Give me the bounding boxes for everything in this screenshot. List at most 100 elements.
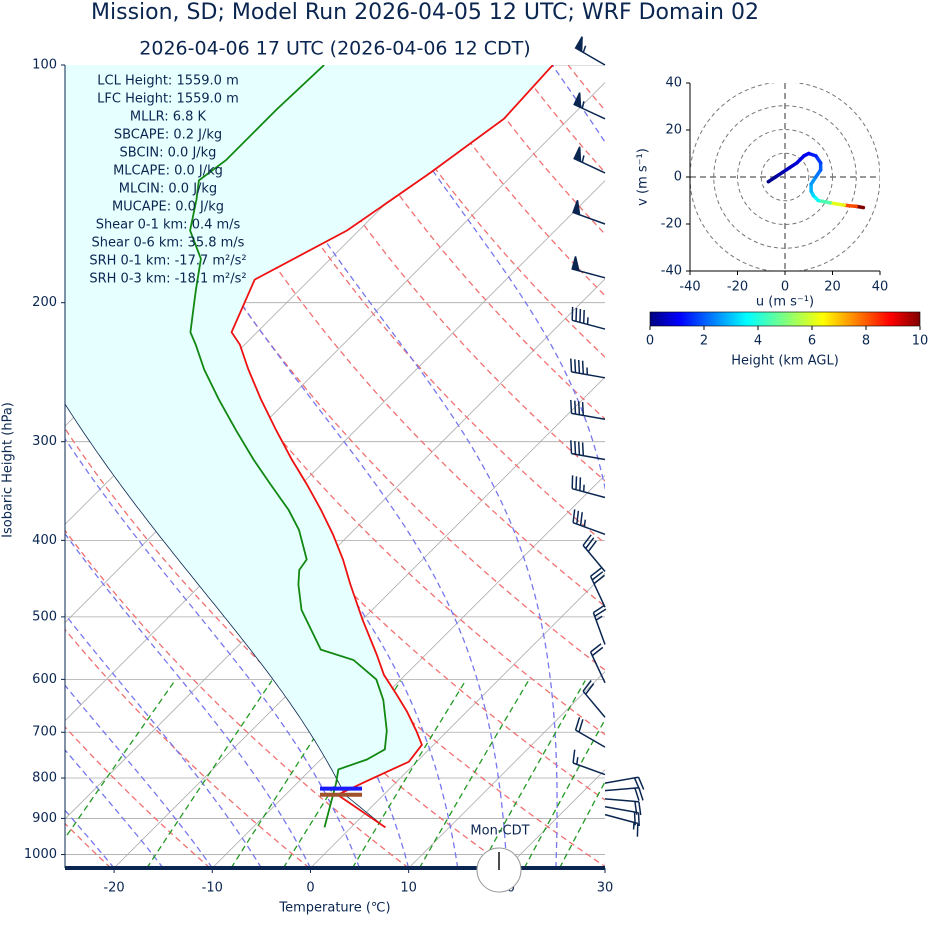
y-tick-label: 400 [32, 533, 57, 548]
hodo-point [809, 182, 813, 186]
wind-barb [570, 440, 606, 461]
wind-barb [574, 717, 606, 748]
hodo-ring [713, 105, 857, 249]
hodo-segment [828, 201, 847, 207]
wind-barb [572, 199, 606, 225]
wind-barb [592, 604, 607, 645]
mixing-ratio-line [146, 680, 273, 868]
dry-adiabat [262, 65, 605, 482]
cape-cin-shading [65, 65, 553, 828]
x-axis-label: Temperature (℃) [278, 901, 390, 916]
hodo-x-tick-label: 40 [872, 280, 889, 295]
wind-barb [570, 358, 606, 379]
dewpoint-line [189, 65, 388, 828]
colorbar-tick-label: 10 [912, 334, 928, 349]
x-tick-label: 10 [400, 881, 417, 896]
dry-adiabat [65, 427, 509, 868]
hodo-x-tick-label: 20 [824, 280, 841, 295]
moist-adiabat [703, 65, 808, 868]
x-tick-label: -20 [103, 881, 124, 896]
hodo-segment [842, 203, 858, 209]
colorbar-tick-label: 0 [646, 334, 654, 349]
temperature-line [230, 65, 554, 829]
clock-label: Mon-CDT [470, 824, 529, 839]
hodo-point [809, 189, 813, 193]
mixing-ratio-line [351, 680, 467, 868]
hodo-point [861, 205, 865, 210]
hodo-point [819, 168, 823, 172]
hodo-y-tick-label: 20 [665, 123, 682, 138]
hodo-x-tick-label: -40 [679, 280, 700, 295]
wind-barb [571, 475, 606, 499]
clock: Mon-CDT [470, 824, 530, 893]
hodo-point [819, 161, 823, 165]
hodo-segment [816, 198, 832, 205]
hodo-ring [760, 152, 810, 202]
hodo-y-tick-label: -40 [661, 264, 682, 279]
parameter-text: MLCIN: 0.0 J/kg [119, 182, 217, 197]
wind-barb [572, 749, 606, 776]
dry-adiabat [619, 65, 928, 868]
mixing-ratio-line [523, 718, 605, 868]
parameter-text: SRH 0-1 km: -17.7 m²/s² [89, 254, 246, 269]
parameter-text: Shear 0-6 km: 35.8 m/s [92, 236, 245, 251]
wind-barb [582, 680, 606, 718]
moist-adiabat [65, 437, 361, 868]
plot-background [65, 65, 928, 868]
hodo-y-tick-label: 40 [665, 76, 682, 91]
moist-adiabat [65, 684, 213, 868]
hodograph: u (m s⁻¹) v (m s⁻¹) Height (km AGL) -40-… [636, 76, 928, 369]
y-axis-label: Isobaric Height (hPa) [1, 402, 16, 538]
hodo-plot [690, 83, 880, 271]
y-tick-label: 300 [32, 434, 57, 449]
wind-barb [573, 146, 606, 174]
parcel-path [65, 403, 386, 828]
parameter-text: SBCIN: 0.0 J/kg [120, 146, 217, 161]
x-tick-label: 30 [597, 881, 614, 896]
hodo-point [854, 204, 858, 208]
dry-adiabat [414, 65, 605, 297]
mixing-ratio-line [614, 681, 711, 868]
hodo-point [807, 151, 811, 156]
wind-barb [574, 36, 606, 66]
hodo-point [842, 203, 846, 207]
isotherm [310, 572, 605, 868]
hodo-point [802, 154, 806, 158]
colorbar-tick-label: 8 [862, 334, 870, 349]
hodo-point [766, 180, 770, 184]
parameter-text: LCL Height: 1559.0 m [97, 74, 238, 89]
title: Mission, SD; Model Run 2026-04-05 12 UTC… [91, 0, 759, 25]
y-tick-label: 600 [32, 672, 57, 687]
dry-adiabat [65, 628, 310, 868]
dry-adiabat [721, 65, 928, 868]
isotherm [65, 180, 605, 722]
hodo-y-label: v (m s⁻¹) [636, 148, 651, 206]
wind-barb [573, 92, 606, 120]
moist-adiabat [551, 65, 605, 144]
dry-adiabat [65, 725, 211, 868]
y-tick-label: 1000 [24, 847, 57, 862]
parameter-text: MUCAPE: 0.0 J/kg [112, 200, 224, 215]
isotherm [408, 671, 605, 868]
hodo-point [814, 175, 818, 179]
parameter-text: LFC Height: 1559.0 m [97, 92, 239, 107]
hodo-point [828, 201, 832, 205]
hodo-point [781, 170, 785, 174]
dry-adiabat [772, 65, 928, 868]
x-tick-label: 0 [306, 881, 314, 896]
hodo-point [795, 161, 799, 165]
y-tick-label: 700 [32, 725, 57, 740]
hodo-x-tick-label: 0 [781, 280, 789, 295]
hodo-point [773, 175, 778, 179]
wind-barb [589, 567, 606, 608]
hodo-x-tick-label: -20 [727, 280, 748, 295]
isotherm [65, 278, 605, 820]
wind-barb [604, 786, 644, 801]
hodo-point [788, 166, 792, 170]
parameter-text: SRH 0-3 km: -18.1 m²/s² [89, 272, 246, 287]
dry-adiabat [873, 65, 928, 868]
wind-barb [589, 643, 606, 684]
y-tick-label: 800 [32, 771, 57, 786]
colorbar-tick-label: 4 [754, 334, 762, 349]
